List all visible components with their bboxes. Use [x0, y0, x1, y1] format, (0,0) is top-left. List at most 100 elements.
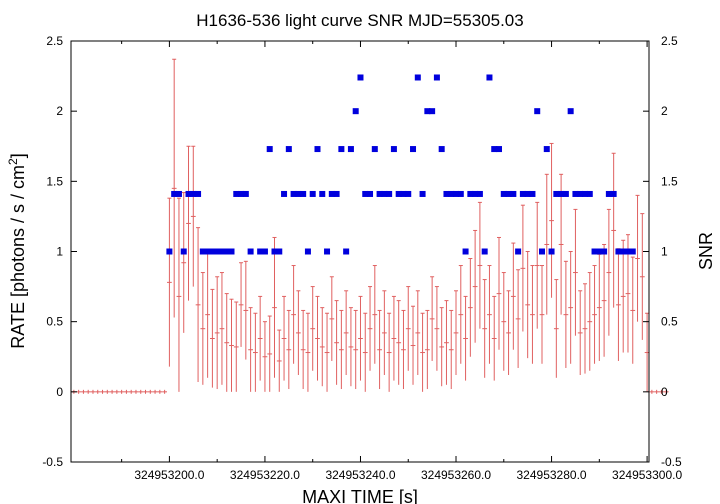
- snr-marker: [367, 190, 374, 197]
- rate-point: [654, 389, 660, 394]
- rate-point: [205, 251, 211, 378]
- snr-marker: [228, 248, 235, 255]
- rate-point: [281, 295, 287, 381]
- snr-marker: [395, 190, 402, 197]
- snr-marker: [195, 190, 202, 197]
- rate-point: [286, 309, 292, 390]
- rate-point: [429, 276, 435, 361]
- snr-marker: [448, 190, 455, 197]
- rate-point: [420, 312, 425, 392]
- snr-marker: [223, 248, 230, 255]
- snr-marker: [261, 248, 268, 255]
- snr-marker: [242, 190, 249, 197]
- snr-marker: [328, 190, 335, 197]
- rate-point: [592, 265, 597, 364]
- rate-point: [90, 389, 96, 394]
- rate-point: [295, 290, 301, 375]
- snr-marker: [357, 74, 364, 81]
- rate-point: [229, 298, 234, 392]
- rate-point: [659, 389, 664, 394]
- rate-point: [649, 389, 655, 394]
- y2-tick-label: 0.5: [661, 315, 678, 329]
- rate-point: [338, 309, 344, 390]
- rate-point: [506, 290, 511, 375]
- rate-point: [372, 265, 378, 364]
- snr-marker: [624, 248, 631, 255]
- rate-point: [157, 389, 163, 394]
- snr-marker: [529, 190, 536, 197]
- snr-marker: [314, 146, 321, 153]
- y2-axis-label: SNR: [696, 232, 716, 270]
- snr-marker: [309, 190, 316, 197]
- y-tick-label: 1: [56, 245, 63, 259]
- snr-marker: [457, 190, 464, 197]
- snr-marker: [500, 190, 507, 197]
- snr-marker: [572, 190, 579, 197]
- rate-point: [396, 300, 402, 385]
- x-tick-label: 324953260.0: [421, 468, 491, 482]
- y-tick-label: 2: [56, 104, 63, 118]
- rate-point: [353, 309, 359, 390]
- rate-point: [448, 309, 454, 390]
- snr-marker: [381, 190, 388, 197]
- snr-marker: [204, 248, 211, 255]
- snr-marker: [553, 190, 560, 197]
- rate-point: [381, 290, 387, 375]
- snr-marker: [410, 146, 417, 153]
- snr-marker: [218, 248, 225, 255]
- rate-point: [596, 253, 602, 361]
- rate-point: [620, 239, 626, 353]
- rate-point: [549, 142, 554, 298]
- snr-marker: [615, 248, 622, 255]
- rate-point: [573, 208, 578, 336]
- rate-point: [539, 265, 545, 364]
- snr-marker: [429, 108, 436, 115]
- snr-marker: [271, 248, 278, 255]
- snr-marker: [629, 248, 636, 255]
- plot-frame: [70, 40, 650, 463]
- snr-marker: [548, 248, 555, 255]
- snr-marker: [171, 190, 178, 197]
- rate-point: [95, 389, 101, 394]
- y-tick-label: -0.5: [42, 455, 63, 469]
- rate-point: [563, 260, 569, 368]
- rate-point: [171, 58, 177, 318]
- rate-point: [496, 236, 502, 350]
- snr-marker: [472, 190, 479, 197]
- rate-point: [467, 258, 473, 357]
- rate-point: [611, 152, 617, 308]
- rate-point: [453, 290, 459, 375]
- rate-point: [167, 197, 172, 367]
- rate-point: [238, 262, 244, 347]
- rate-point: [262, 321, 268, 392]
- y2-tick-label: -0.5: [661, 455, 682, 469]
- snr-marker: [343, 248, 350, 255]
- snr-marker: [486, 74, 493, 81]
- y2-tick-label: 1.5: [661, 174, 678, 188]
- snr-marker: [352, 108, 359, 115]
- x-tick-label: 324953300.0: [612, 468, 682, 482]
- snr-marker: [610, 190, 617, 197]
- rate-point: [305, 312, 311, 392]
- rate-point: [224, 293, 230, 392]
- snr-marker: [467, 190, 474, 197]
- rate-point: [635, 194, 640, 322]
- rate-point: [133, 389, 139, 394]
- rate-point: [362, 312, 368, 392]
- rate-point: [606, 208, 612, 336]
- rate-point: [190, 145, 196, 287]
- rate-point: [520, 204, 526, 332]
- rate-point: [601, 243, 607, 357]
- snr-marker: [419, 190, 426, 197]
- snr-marker: [175, 190, 182, 197]
- snr-marker: [214, 248, 221, 255]
- rate-point: [491, 295, 497, 381]
- snr-marker: [601, 248, 608, 255]
- y2-tick-label: 1: [661, 245, 668, 259]
- rate-point: [114, 389, 120, 394]
- rate-point: [181, 192, 187, 333]
- rate-point: [510, 242, 516, 350]
- snr-marker: [510, 190, 517, 197]
- snr-marker: [376, 190, 383, 197]
- y2-tick-label: 2.5: [661, 34, 678, 48]
